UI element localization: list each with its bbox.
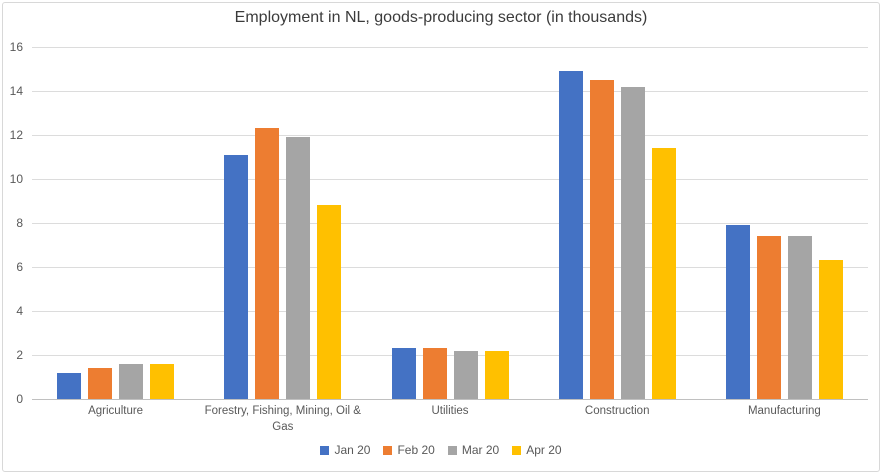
legend-item-mar-20: Mar 20 — [447, 443, 500, 457]
bar-jan-20-agriculture — [57, 372, 82, 399]
bar-mar-20-manufacturing — [787, 236, 812, 399]
x-axis-category-labels: Agriculture Forestry, Fishing, Mining, Oi… — [32, 404, 868, 438]
bar-mar-20-agriculture — [119, 363, 144, 399]
bar-apr-20-agriculture — [150, 363, 175, 399]
y-tick-label-12: 12 — [9, 128, 23, 142]
gridline — [32, 179, 868, 180]
bar-feb-20-construction — [589, 80, 614, 399]
bar-feb-20-forestry-fishing-mining-oil-gas — [255, 128, 280, 399]
category-label-agriculture: Agriculture — [88, 405, 144, 417]
category-label-utilities: Utilities — [431, 405, 469, 417]
gridline — [32, 267, 868, 268]
y-tick-label-16: 16 — [9, 40, 23, 54]
bar-jan-20-utilities — [391, 348, 416, 399]
category-label-manufacturing: Manufacturing — [747, 405, 821, 417]
bar-group-manufacturing — [701, 47, 868, 399]
bar-group-utilities — [366, 47, 533, 399]
gridline — [32, 311, 868, 312]
legend-label-apr-20: Apr 20 — [526, 443, 562, 457]
legend-swatch-icon-feb-20 — [383, 445, 393, 455]
legend-swatch-icon-mar-20 — [447, 445, 457, 455]
gridline — [32, 135, 868, 136]
y-tick-label-10: 10 — [9, 172, 23, 186]
bar-groups — [32, 47, 868, 399]
legend: Jan 20 Feb 20 Mar 20 Apr 20 — [0, 443, 882, 457]
bar-mar-20-construction — [620, 86, 645, 399]
plot-area: 0 2 4 6 8 10 12 14 16 — [10, 40, 868, 406]
bar-jan-20-manufacturing — [725, 225, 750, 399]
bar-apr-20-construction — [651, 148, 676, 399]
bar-jan-20-construction — [558, 71, 583, 399]
legend-swatch-icon-jan-20 — [320, 445, 330, 455]
chart-title: Employment in NL, goods-producing sector… — [234, 9, 648, 26]
bar-jan-20-forestry-fishing-mining-oil-gas — [224, 154, 249, 399]
y-tick-label-8: 8 — [16, 216, 23, 230]
legend-label-feb-20: Feb 20 — [397, 443, 435, 457]
bar-apr-20-utilities — [484, 350, 509, 399]
y-tick-label-6: 6 — [16, 260, 23, 274]
gridline — [32, 223, 868, 224]
y-tick-label-4: 4 — [16, 304, 23, 318]
legend-item-apr-20: Apr 20 — [512, 443, 562, 457]
legend-label-jan-20: Jan 20 — [334, 443, 371, 457]
legend-label-mar-20: Mar 20 — [461, 443, 500, 457]
bar-feb-20-utilities — [422, 348, 447, 399]
bar-feb-20-manufacturing — [756, 236, 781, 399]
bar-group-construction — [534, 47, 701, 399]
category-label-forestry-fishing-mining-oil-gas: Forestry, Fishing, Mining, Oil & Gas — [204, 405, 361, 433]
bar-apr-20-manufacturing — [818, 260, 843, 399]
legend-item-jan-20: Jan 20 — [320, 443, 370, 457]
bar-mar-20-forestry-fishing-mining-oil-gas — [286, 137, 311, 399]
bar-group-forestry-fishing-mining-oil-gas — [199, 47, 366, 399]
y-tick-label-14: 14 — [9, 84, 23, 98]
y-tick-label-2: 2 — [16, 348, 23, 362]
x-axis-line — [32, 399, 868, 400]
gridline — [32, 47, 868, 48]
bar-group-agriculture — [32, 47, 199, 399]
bar-mar-20-utilities — [453, 350, 478, 399]
bar-feb-20-agriculture — [88, 368, 113, 399]
category-label-construction: Construction — [584, 405, 650, 417]
bar-apr-20-forestry-fishing-mining-oil-gas — [317, 205, 342, 399]
gridline — [32, 91, 868, 92]
gridline — [32, 355, 868, 356]
legend-item-feb-20: Feb 20 — [383, 443, 435, 457]
legend-swatch-icon-apr-20 — [512, 445, 522, 455]
y-tick-label-0: 0 — [16, 392, 23, 406]
